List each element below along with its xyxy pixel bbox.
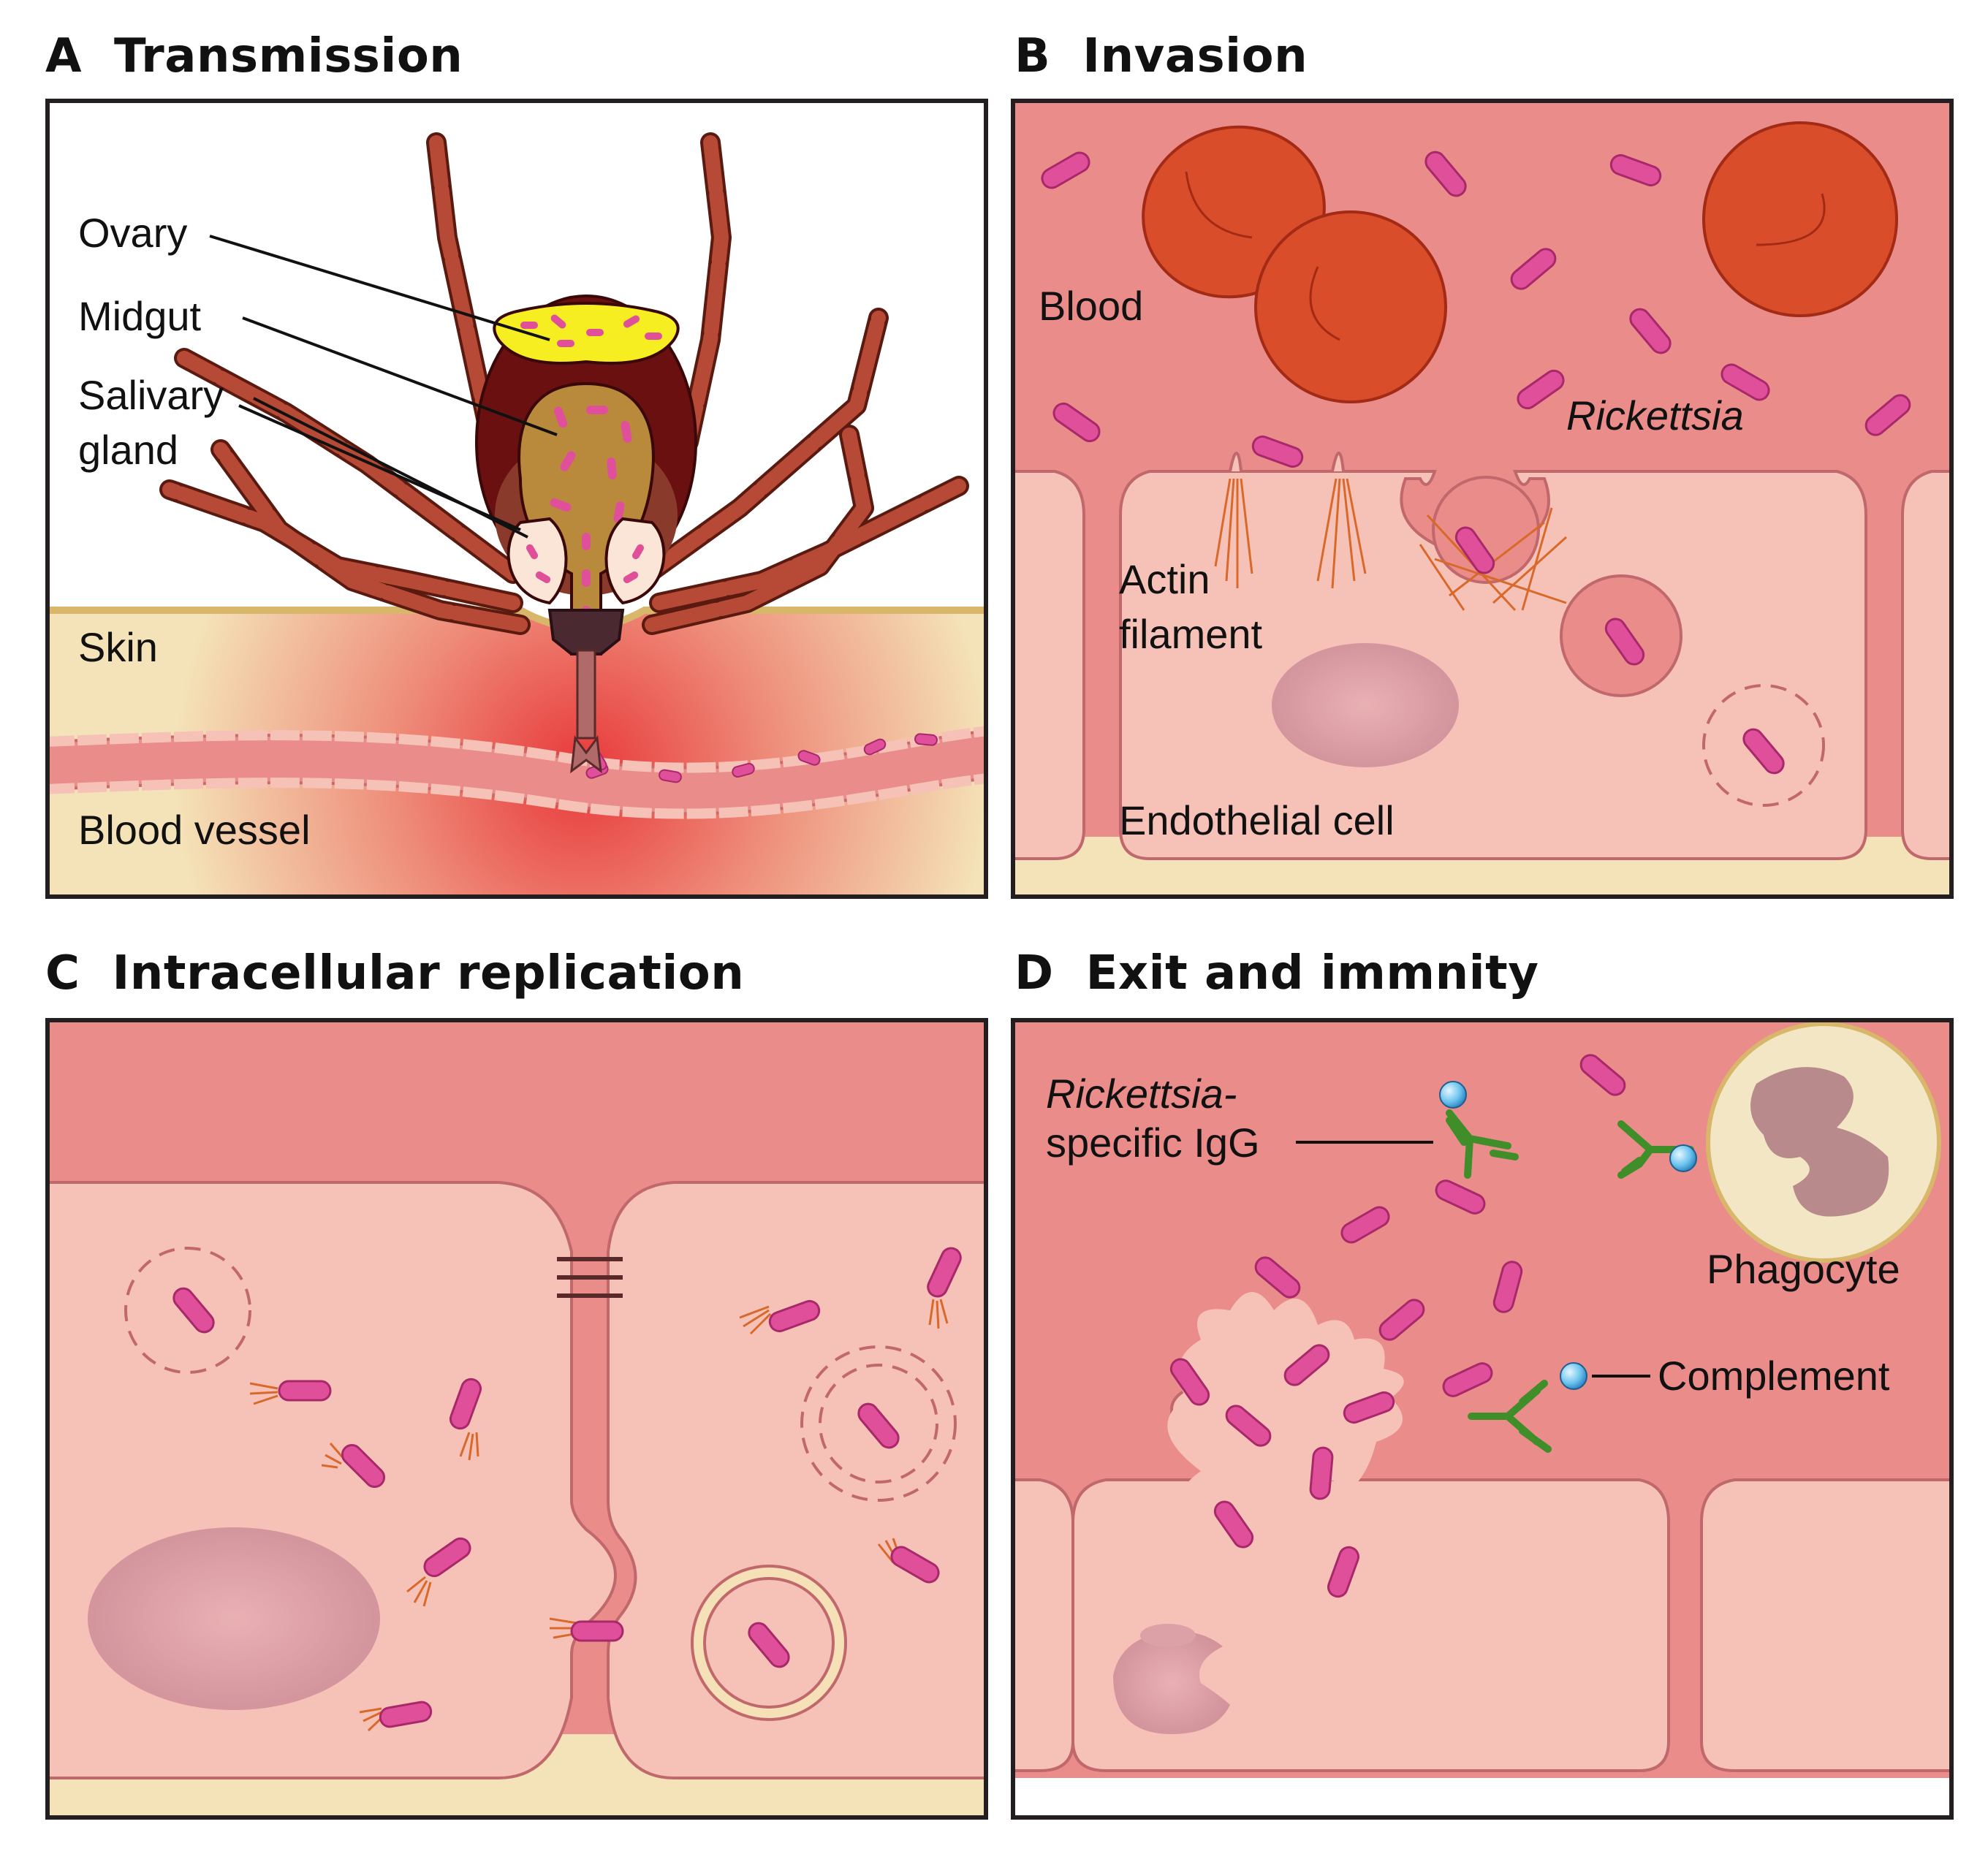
panel-letter: D <box>1014 946 1054 1000</box>
endothelial-cell-right <box>1700 1478 1954 1772</box>
label-gland: gland <box>78 427 179 473</box>
salivary-gland-right <box>604 517 666 605</box>
salivary-gland-left <box>507 517 568 605</box>
transmission-illustration <box>45 99 988 899</box>
label-blood: Blood <box>1039 283 1144 329</box>
panel-a-title: A Transmission <box>45 29 463 83</box>
host-cell-left <box>45 1181 617 1779</box>
exit-illustration <box>1011 1018 1954 1820</box>
nucleus <box>1113 1631 1230 1734</box>
nucleus <box>1272 643 1459 767</box>
panel-title-text: Invasion <box>1082 29 1308 83</box>
panel-c-title: C Intracellular replication <box>45 946 744 1000</box>
tick-head <box>547 609 625 656</box>
panel-letter: A <box>45 29 83 83</box>
label-specific-igg: specific IgG <box>1046 1120 1260 1166</box>
label-skin: Skin <box>78 624 158 670</box>
igg-antibodies <box>1446 1109 1694 1453</box>
panel-letter: C <box>45 946 80 1000</box>
endothelial-cell-right <box>1901 470 1954 860</box>
rickettsia-cells <box>1041 151 1911 775</box>
panel-d-title: D Exit and immnity <box>1014 946 1539 1000</box>
panel-b-title: B Invasion <box>1014 29 1308 83</box>
panel-title-text: Transmission <box>114 29 463 83</box>
label-ovary: Ovary <box>78 210 188 256</box>
panel-transmission: Ovary Midgut Salivary gland Skin Blood v… <box>45 99 988 899</box>
endothelial-cell-left <box>1011 470 1085 860</box>
panel-letter: B <box>1014 29 1051 83</box>
label-complement: Complement <box>1658 1353 1890 1399</box>
invasion-illustration <box>1011 99 1954 899</box>
panel-title-text: Intracellular replication <box>112 946 745 1000</box>
endothelial-cell-left <box>1011 1478 1074 1772</box>
membrane-bleb <box>1167 1292 1404 1544</box>
complement-molecules <box>1439 1081 1697 1390</box>
red-blood-cells <box>1142 121 1898 403</box>
rickettsia-cells <box>172 1247 962 1728</box>
label-actin: Actin <box>1119 556 1210 602</box>
label-phagocyte: Phagocyte <box>1707 1246 1900 1292</box>
label-salivary: Salivary <box>78 372 224 418</box>
endothelial-cell <box>1119 470 1867 860</box>
panel-intracellular-replication <box>45 1018 988 1820</box>
label-filament: filament <box>1119 611 1263 657</box>
panel-invasion: Blood Rickettsia Actin filament Endothel… <box>1011 99 1954 899</box>
label-endothelial-cell: Endothelial cell <box>1119 797 1395 843</box>
hypostome <box>576 649 596 740</box>
label-rickettsia: Rickettsia- <box>1046 1071 1237 1117</box>
rickettsia-cells <box>1169 1054 1626 1598</box>
panel-exit-and-immunity: Rickettsia- specific IgG Phagocyte Compl… <box>1011 1018 1954 1820</box>
label-rickettsia: Rickettsia <box>1566 392 1744 438</box>
panel-title-text: Exit and immnity <box>1085 946 1539 1000</box>
label-blood-vessel: Blood vessel <box>78 807 311 853</box>
label-midgut: Midgut <box>78 293 202 339</box>
nucleus <box>88 1527 380 1710</box>
replication-illustration <box>45 1018 988 1820</box>
